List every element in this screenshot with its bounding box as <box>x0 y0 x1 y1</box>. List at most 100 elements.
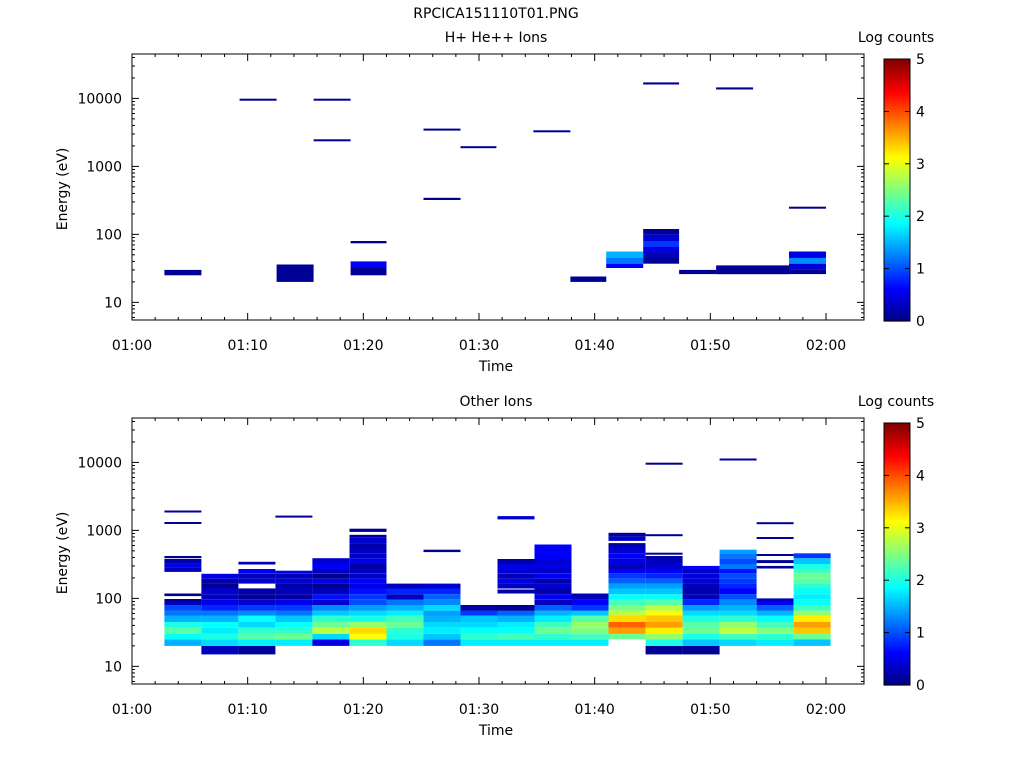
heatmap-cell <box>164 559 202 564</box>
heatmap-cell <box>312 627 350 634</box>
heatmap-cell <box>534 569 572 574</box>
heatmap-cell <box>756 639 794 646</box>
colorbar-segment <box>884 428 910 432</box>
heatmap-cell <box>793 588 831 595</box>
heatmap-cell <box>201 605 239 611</box>
heatmap-cell <box>386 588 424 595</box>
colorbar-segment <box>884 658 910 663</box>
heatmap-cell <box>793 594 831 600</box>
heatmap-cell <box>350 268 387 276</box>
colorbar-tick-label: 3 <box>916 521 925 537</box>
colorbar-segment <box>884 491 910 495</box>
heatmap-cell <box>164 269 202 276</box>
heatmap-cell <box>423 615 461 622</box>
colorbar-segment <box>884 121 910 126</box>
heatmap-cell <box>349 569 387 574</box>
heatmap-cell <box>645 645 683 655</box>
colorbar-segment <box>884 564 910 568</box>
heatmap-cell <box>756 633 794 640</box>
heatmap-cell <box>645 462 683 465</box>
colorbar-segment <box>884 514 910 518</box>
heatmap-cell <box>793 578 831 584</box>
heatmap-cell <box>571 627 609 634</box>
colorbar-segment <box>884 276 910 280</box>
y-tick-label: 100 <box>95 227 122 243</box>
heatmap-cell <box>238 573 276 579</box>
heatmap-cell <box>313 98 351 101</box>
heatmap-cell <box>608 553 646 559</box>
colorbar-segment <box>884 184 910 188</box>
colorbar-segment <box>884 423 910 427</box>
heatmap-cell <box>571 615 609 622</box>
heatmap-cell <box>608 569 646 574</box>
colorbar-segment <box>884 66 910 71</box>
colorbar-segment <box>884 292 910 296</box>
heatmap-cell <box>534 578 572 584</box>
heatmap-cell <box>608 547 646 554</box>
colorbar-segment <box>884 72 910 76</box>
heatmap-cell <box>793 605 831 611</box>
colorbar-segment <box>884 245 910 249</box>
figure-title: RPCICA151110T01.PNG <box>413 6 578 22</box>
heatmap-cell <box>793 639 831 646</box>
heatmap-cell <box>275 515 313 518</box>
colorbar-segment <box>884 538 910 542</box>
heatmap-cell <box>645 583 683 589</box>
heatmap-cell <box>423 583 461 589</box>
heatmap-cell <box>349 599 387 605</box>
heatmap-cell <box>423 627 461 634</box>
colorbar-segment <box>884 145 910 149</box>
heatmap-cell <box>386 599 424 605</box>
colorbar-segment <box>884 182 910 186</box>
heatmap-cell <box>312 583 350 589</box>
heatmap-cell <box>608 615 646 622</box>
heatmap-cell <box>793 633 831 640</box>
heatmap-cell <box>719 599 757 605</box>
heatmap-cell <box>716 87 754 90</box>
heatmap-cell <box>275 573 313 579</box>
colorbar-segment <box>884 169 910 173</box>
colorbar-segment <box>884 226 910 230</box>
heatmap-cell <box>497 578 535 584</box>
heatmap-cell <box>460 615 498 622</box>
colorbar-segment <box>884 95 910 99</box>
colorbar-segment <box>884 512 910 516</box>
heatmap-cell <box>608 610 646 616</box>
colorbar-segment <box>884 478 910 482</box>
colorbar-segment <box>884 132 910 136</box>
colorbar-segment <box>884 551 910 555</box>
heatmap-cell <box>386 605 424 611</box>
colorbar-tick-label: 0 <box>916 678 925 694</box>
colorbar-segment <box>884 590 910 594</box>
colorbar-tick-label: 1 <box>916 262 925 278</box>
heatmap-cell <box>719 549 757 554</box>
heatmap-cell <box>793 553 831 559</box>
colorbar-segment <box>884 637 910 642</box>
heatmap-cell <box>460 627 498 634</box>
colorbar-segment <box>884 255 910 259</box>
heatmap-cell <box>423 197 461 200</box>
heatmap-cell <box>239 98 277 101</box>
y-tick-label: 10000 <box>77 455 122 471</box>
x-tick-label: 01:20 <box>343 338 383 354</box>
heatmap-cell <box>201 599 239 605</box>
heatmap-cell <box>534 559 572 565</box>
heatmap-cell <box>608 633 646 640</box>
colorbar-segment <box>884 176 910 181</box>
heatmap-cell <box>719 615 757 622</box>
heatmap-cell <box>719 573 757 579</box>
heatmap-cell <box>756 598 794 602</box>
heatmap-cell <box>238 561 276 565</box>
heatmap-cell <box>164 563 202 568</box>
colorbar-segment <box>884 197 910 202</box>
colorbar-segment <box>884 650 910 655</box>
heatmap-cell <box>643 234 680 241</box>
heatmap-cell <box>238 615 276 622</box>
colorbar-label: Log counts <box>858 394 934 410</box>
heatmap-cell <box>201 645 239 655</box>
heatmap-cells <box>164 458 831 655</box>
heatmap-cell <box>386 621 424 628</box>
colorbar-segment <box>884 79 910 84</box>
heatmap-cell <box>423 621 461 628</box>
colorbar-segment <box>884 488 910 492</box>
